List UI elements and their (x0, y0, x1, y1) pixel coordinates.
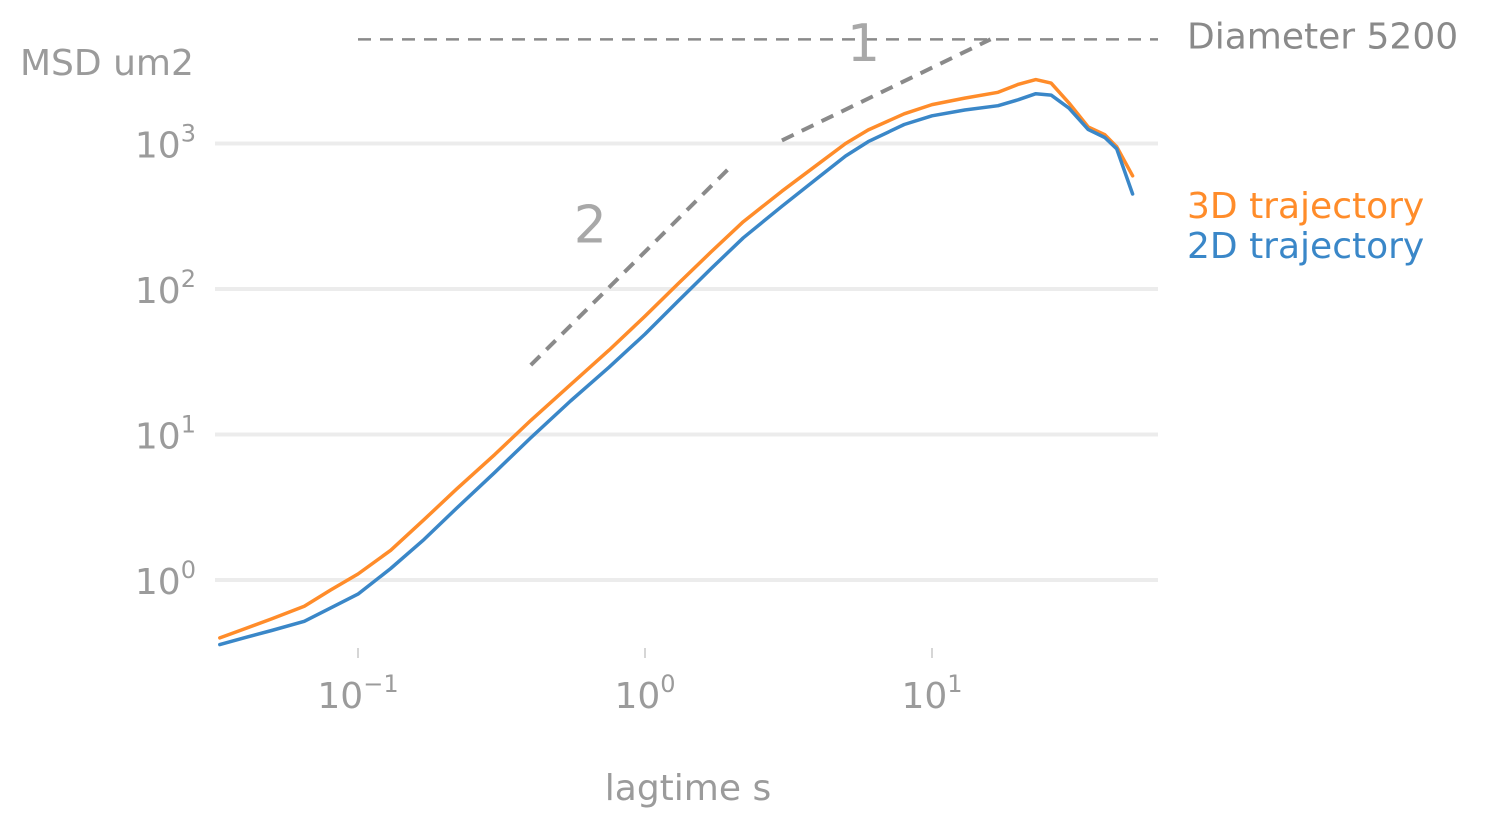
x-tick-label: 100 (614, 670, 675, 717)
series-label-2d: 2D trajectory (1187, 226, 1424, 267)
y-tick-label: 102 (135, 265, 196, 312)
slope-2-line (529, 164, 733, 367)
series-label-3d: 3D trajectory (1187, 186, 1424, 227)
slope-annotations: 21 (529, 14, 992, 367)
slope-2-label: 2 (574, 195, 607, 255)
slope-1-line (781, 37, 992, 143)
x-axis-label: lagtime s (605, 768, 771, 809)
y-axis-label: MSD um2 (20, 43, 194, 84)
series-line-2d (218, 91, 1135, 647)
y-tick-label: 103 (135, 120, 196, 167)
reference-lines: Diameter 5200 (358, 16, 1458, 57)
series-lines (218, 77, 1135, 647)
x-axis: 10−1 100 101 (317, 648, 963, 717)
diameter-reference-label: Diameter 5200 (1187, 16, 1458, 57)
y-axis: 100 101 102 103 (135, 120, 196, 604)
series-line-3d (218, 77, 1135, 640)
x-tick-label: 101 (901, 670, 962, 717)
x-tick-label: 10−1 (317, 670, 398, 717)
y-tick-label: 100 (135, 556, 196, 603)
slope-1-label: 1 (847, 14, 880, 74)
grid-lines (215, 141, 1158, 582)
y-tick-label: 101 (135, 411, 196, 458)
